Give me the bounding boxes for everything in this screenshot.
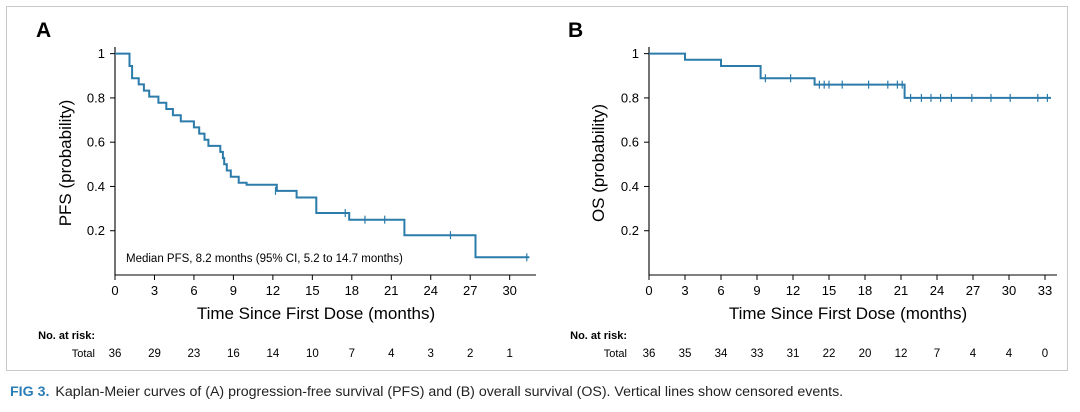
panel-a-risk-value: 14 — [266, 348, 279, 360]
panel-a-risk-value: 4 — [388, 348, 395, 360]
panel-a-risk-value: 29 — [148, 348, 161, 360]
panel-b-x-tick-label: 0 — [645, 283, 652, 298]
panel-b-risk-table-label: No. at risk: — [570, 330, 627, 342]
panel-b-x-tick-label: 3 — [681, 283, 688, 298]
panel-a-x-tick-label: 30 — [502, 283, 516, 298]
caption-text: Kaplan-Meier curves of (A) progression-f… — [55, 384, 844, 400]
panel-a-plot: 0.2 0.4 0.6 0.8 1 0 3 6 9 12 15 18 21 24 27 30 — [87, 46, 536, 298]
panel-b-x-tick-label: 30 — [1002, 283, 1016, 298]
panel-b-risk-value: 31 — [787, 348, 800, 360]
panel-b-y-axis-label: OS (probability) — [589, 104, 608, 222]
panel-a-x-tick-label: 9 — [230, 283, 237, 298]
panel-a-x-tick-label: 12 — [266, 283, 280, 298]
panel-a-y-tick-label: 0.2 — [87, 223, 105, 238]
panel-a-y-axis-label: PFS (probability) — [56, 100, 75, 227]
panel-a-y-tick-label: 0.8 — [87, 90, 105, 105]
panel-b-x-tick-label: 12 — [786, 283, 800, 298]
panel-a-risk-value: 1 — [506, 348, 512, 360]
panel-a-risk-row-label: Total — [72, 348, 95, 360]
panel-a-x-tick-label: 21 — [384, 283, 398, 298]
caption-figure-label: FIG 3. — [10, 384, 50, 400]
panel-a-x-tick-label: 18 — [345, 283, 359, 298]
panel-b-x-tick-label: 9 — [753, 283, 760, 298]
panel-a-y-tick-label: 0.6 — [87, 135, 105, 150]
panel-label-a: A — [36, 19, 51, 42]
panel-b-plot: 0.2 0.4 0.6 0.8 1 0 3 6 9 12 15 18 21 24 27 30 33 — [621, 46, 1057, 298]
panel-label-b: B — [568, 19, 583, 42]
panel-a-x-tick-label: 15 — [305, 283, 319, 298]
panel-a-x-tick-label: 27 — [463, 283, 477, 298]
panel-b-risk-value: 0 — [1042, 348, 1048, 360]
panel-a-x-axis-label: Time Since First Dose (months) — [197, 304, 435, 323]
panel-b-x-tick-label: 33 — [1038, 283, 1052, 298]
panel-a-risk-value: 23 — [188, 348, 201, 360]
figure-caption: FIG 3. Kaplan-Meier curves of (A) progres… — [10, 384, 1070, 406]
panel-b-x-tick-label: 18 — [858, 283, 872, 298]
panel-b-x-tick-label: 21 — [894, 283, 908, 298]
panel-a-x-tick-label: 0 — [111, 283, 118, 298]
panel-b-y-tick-label: 0.8 — [621, 90, 639, 105]
panel-b-risk-value: 20 — [859, 348, 872, 360]
panel-b-risk-value: 34 — [715, 348, 728, 360]
panel-a-x-tick-label: 24 — [424, 283, 438, 298]
panel-b-risk-value: 35 — [679, 348, 692, 360]
panel-b-survival-curve — [649, 52, 1051, 99]
figure-frame — [6, 6, 1068, 371]
panel-b-risk-values: 36 35 34 33 31 22 20 12 7 4 4 0 — [643, 348, 1049, 360]
panel-a-risk-values: 36 29 23 16 14 10 7 4 3 2 1 — [109, 348, 513, 360]
panel-b-y-tick-label: 0.4 — [621, 179, 639, 194]
panel-b-risk-value: 36 — [643, 348, 656, 360]
panel-b-x-tick-label: 27 — [966, 283, 980, 298]
panel-a-risk-value: 2 — [467, 348, 473, 360]
panel-b-x-tick-label: 15 — [822, 283, 836, 298]
panel-b-risk-value: 33 — [751, 348, 764, 360]
panel-b-risk-value: 4 — [1006, 348, 1013, 360]
panel-b-y-tick-label: 0.2 — [621, 223, 639, 238]
panel-b-risk-value: 4 — [970, 348, 977, 360]
panel-a-x-tick-label: 6 — [190, 283, 197, 298]
panel-a: A 0.20.40.60.810 3 6 9 12 15 18 21 24 27 30 PFS (p… — [36, 19, 536, 360]
panel-b-risk-row-label: Total — [604, 348, 627, 360]
panel-b: B 0.20.40.60.810 3 6 9 12 15 18 21 24 27 30 33 OS (… — [568, 19, 1057, 360]
panel-a-y-tick-label: 1 — [98, 46, 105, 61]
panel-a-risk-value: 7 — [349, 348, 355, 360]
panel-b-x-tick-label: 6 — [717, 283, 724, 298]
panel-b-x-axis-label: Time Since First Dose (months) — [729, 304, 967, 323]
panel-a-risk-value: 16 — [227, 348, 240, 360]
panel-b-risk-value: 7 — [934, 348, 940, 360]
panel-b-y-tick-label: 1 — [632, 46, 639, 61]
panel-b-x-tick-label: 24 — [930, 283, 944, 298]
panel-b-risk-value: 12 — [895, 348, 908, 360]
panel-b-y-tick-label: 0.6 — [621, 135, 639, 150]
panel-a-risk-value: 3 — [428, 348, 434, 360]
panel-a-y-tick-label: 0.4 — [87, 179, 105, 194]
panel-a-risk-value: 36 — [109, 348, 122, 360]
panel-a-x-tick-label: 3 — [151, 283, 158, 298]
panel-a-survival-curve — [115, 52, 530, 259]
panel-b-risk-value: 22 — [823, 348, 836, 360]
panel-a-risk-value: 10 — [306, 348, 319, 360]
kaplan-meier-figure: A 0.20.40.60.810 3 6 9 12 15 18 21 24 27 30 PFS (p… — [36, 19, 1057, 360]
median-pfs-annotation: Median PFS, 8.2 months (95% CI, 5.2 to 1… — [126, 253, 403, 265]
panel-a-risk-table-label: No. at risk: — [38, 330, 95, 342]
